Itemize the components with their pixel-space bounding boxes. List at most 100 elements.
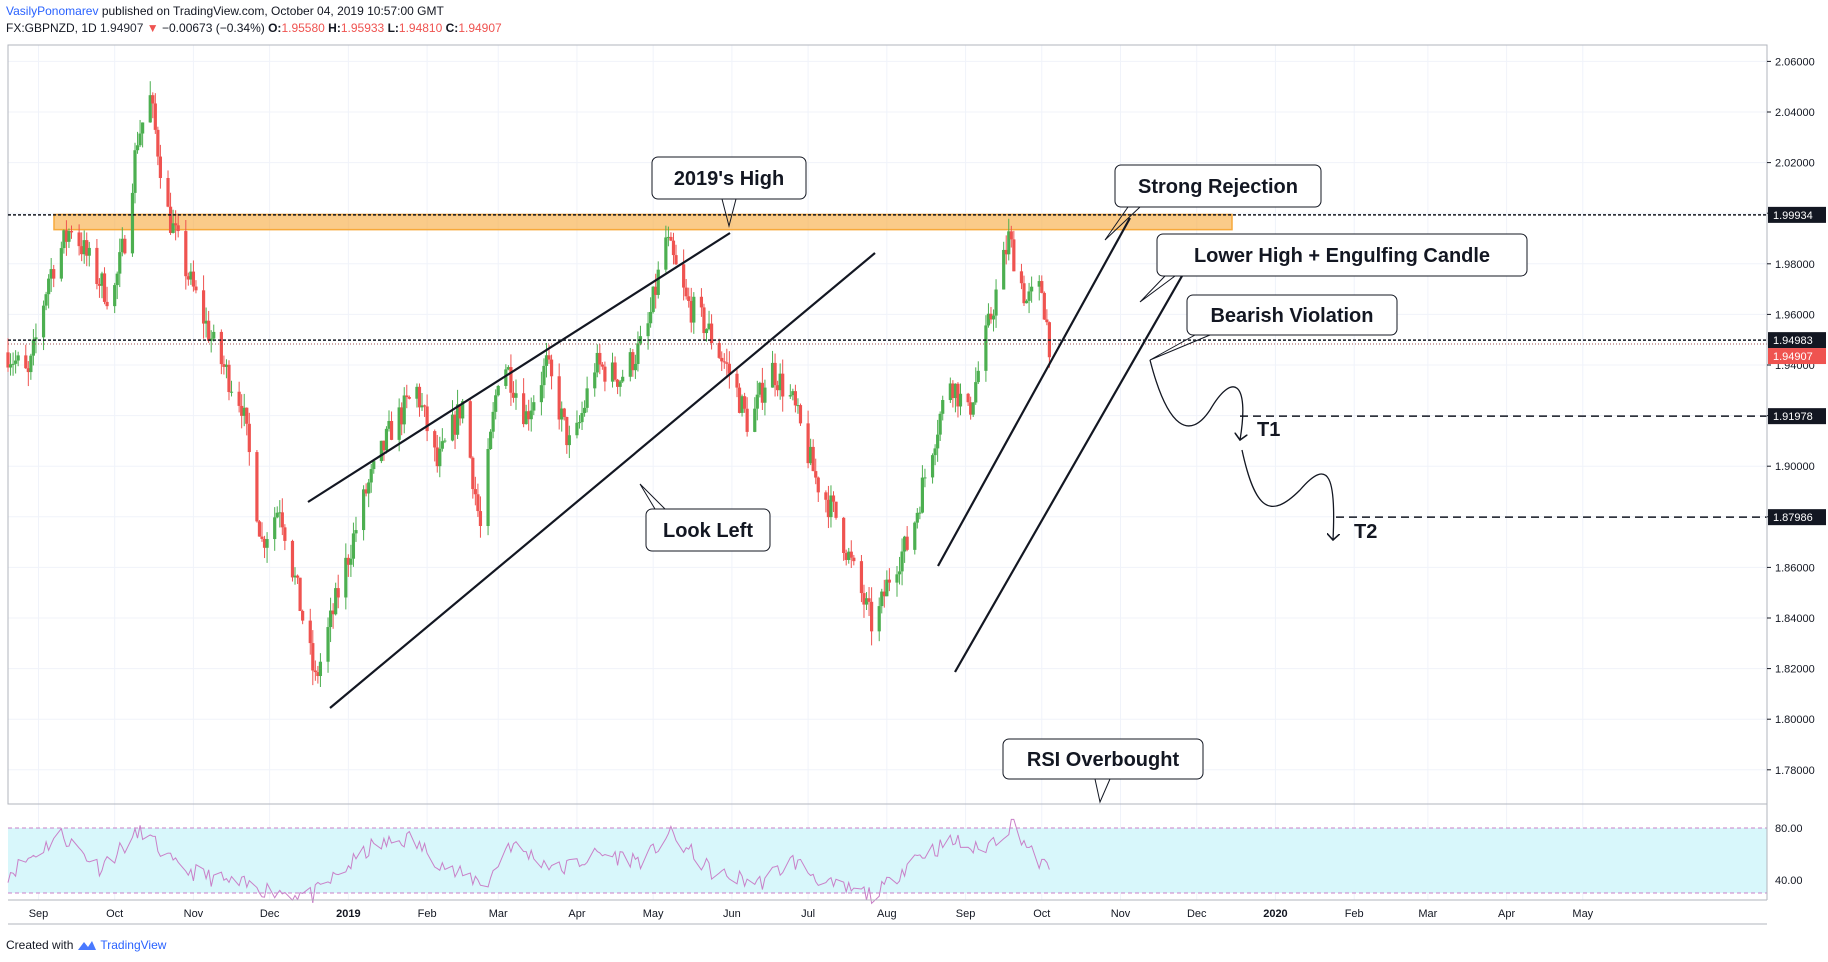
price-tick-label: 1.90000 <box>1775 461 1815 473</box>
candle <box>707 310 711 331</box>
candle <box>915 508 919 529</box>
candle <box>1024 299 1029 304</box>
time-tick-label: 2019 <box>336 908 360 920</box>
time-tick-label: Mar <box>489 908 508 920</box>
candle <box>346 554 350 577</box>
candle <box>328 597 333 643</box>
candle <box>184 219 188 290</box>
price-label-text: 1.94907 <box>1773 351 1813 363</box>
candle <box>870 587 874 646</box>
candle <box>476 483 480 517</box>
price-axis[interactable]: 2.060002.040002.020002.000001.980001.960… <box>1766 45 1826 900</box>
candle <box>135 131 140 154</box>
candle <box>85 232 89 267</box>
candle <box>379 440 383 464</box>
candle <box>905 526 909 552</box>
candle <box>1019 263 1024 290</box>
candle <box>240 394 244 429</box>
candle <box>316 665 320 684</box>
candle <box>755 380 759 421</box>
price-label-text: 1.91978 <box>1773 411 1813 423</box>
candle <box>443 438 447 444</box>
candle <box>171 209 175 234</box>
price-label-badge: 1.94907 <box>1768 348 1826 365</box>
candle <box>806 410 810 469</box>
candles <box>6 81 1051 687</box>
candle <box>948 377 952 403</box>
candle <box>1022 275 1026 306</box>
footer: Created with TradingView <box>6 938 166 952</box>
candle <box>958 383 963 416</box>
candle <box>727 351 731 389</box>
candle <box>450 400 455 442</box>
candle <box>293 567 297 585</box>
time-axis[interactable]: Sep Oct Nov Dec 2019 Feb Mar Apr May Jun Jul Aug Sep… <box>8 899 1767 925</box>
candle <box>52 264 56 288</box>
candle <box>158 144 162 189</box>
time-tick-label: Feb <box>418 908 437 920</box>
candle <box>80 232 84 262</box>
wedge-upper-line <box>307 232 731 503</box>
candle <box>102 267 107 305</box>
candle <box>64 220 69 256</box>
candle <box>1030 276 1034 303</box>
price-label-text: 1.99934 <box>1773 210 1813 222</box>
price-tick-label: 1.78000 <box>1775 765 1815 777</box>
candle <box>704 328 709 342</box>
candle <box>956 382 960 418</box>
candle <box>582 400 587 417</box>
candle <box>603 361 607 392</box>
candle <box>290 539 295 582</box>
candle <box>539 371 543 416</box>
callout-bearish-violation: Bearish Violation <box>1149 294 1398 361</box>
candle <box>585 376 589 413</box>
high-value: 1.95933 <box>340 21 385 35</box>
candle <box>793 384 797 413</box>
candle <box>745 397 749 437</box>
candle <box>62 229 66 254</box>
candle <box>852 554 856 566</box>
resistance-zone-rect <box>53 213 1233 231</box>
trendlines <box>307 217 1334 709</box>
price-tick-label: 1.80000 <box>1775 714 1815 726</box>
candle <box>511 381 516 403</box>
candle <box>471 456 475 499</box>
candle <box>311 630 315 686</box>
candle <box>986 303 991 328</box>
candle <box>237 381 241 413</box>
candle <box>260 522 264 542</box>
candle <box>809 438 813 466</box>
candle <box>826 485 831 529</box>
candle <box>1002 241 1006 290</box>
low-value: 1.94810 <box>398 21 443 35</box>
candle <box>440 428 444 452</box>
candle <box>740 394 744 417</box>
candle <box>600 362 604 370</box>
callout-bearish-violation-text: Bearish Violation <box>1210 305 1373 327</box>
tradingview-link[interactable]: TradingView <box>77 938 166 952</box>
candle <box>709 314 714 350</box>
candle <box>455 389 460 439</box>
channel-lower-line <box>954 261 1191 673</box>
candle <box>847 547 851 564</box>
candle <box>189 263 193 285</box>
candle <box>834 501 838 520</box>
candle <box>151 92 155 119</box>
callout-rsi-overbought-text: RSI Overbought <box>1027 749 1180 771</box>
author-name[interactable]: VasilyPonomarev <box>6 4 99 18</box>
main-pane-border <box>7 44 1768 805</box>
candle <box>489 429 493 451</box>
candle <box>580 401 584 430</box>
candle <box>1040 275 1044 294</box>
candle <box>666 226 670 247</box>
candle <box>532 395 536 416</box>
candle <box>882 579 886 608</box>
candle <box>989 306 993 324</box>
candle <box>557 363 561 430</box>
candle <box>646 312 650 350</box>
candle <box>8 353 13 376</box>
ohlc-legend: FX:GBPNZD, 1D 1.94907 ▼ −0.00673 (−0.34%… <box>6 21 502 35</box>
candle <box>610 352 615 388</box>
time-tick-label: Mar <box>1418 908 1437 920</box>
